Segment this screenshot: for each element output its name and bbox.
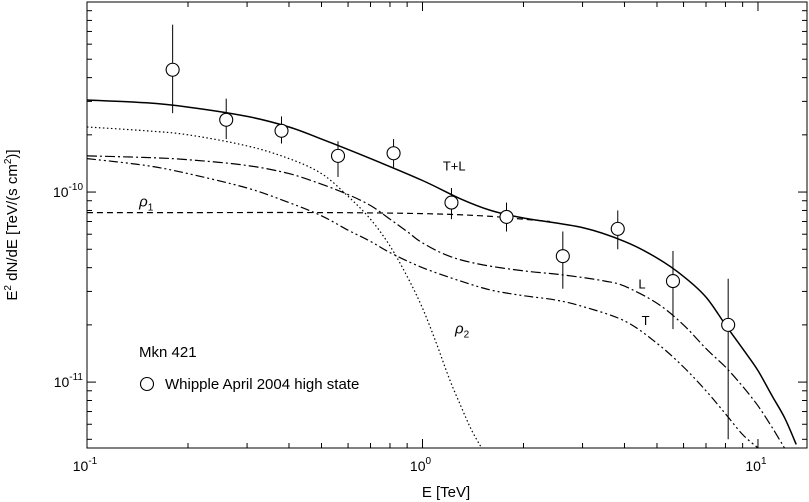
y-axis-label-end: )]: [4, 149, 21, 158]
curve-label-ρ2: ρ2: [454, 321, 470, 341]
y-axis-label: E2 dN/dE [TeV/(s cm2)]: [3, 149, 21, 300]
plot-frame: [86, 1, 808, 449]
x-tick-label: 101: [745, 456, 767, 474]
data-point: [330, 148, 346, 163]
legend-marker-open-circle: [139, 376, 155, 392]
data-point: [555, 249, 570, 264]
data-point: [165, 62, 180, 77]
curve-label-T: T: [642, 313, 650, 328]
data-point: [274, 123, 289, 138]
data-point: [610, 221, 625, 236]
x-axis-label: E [TeV]: [422, 484, 470, 501]
data-points: [165, 24, 736, 440]
curve-label-L: L: [638, 277, 645, 292]
y-axis-label-mid: dN/dE [TeV/(s cm: [4, 164, 21, 285]
y-axis-label-sup1: 2: [3, 285, 14, 291]
data-point: [665, 274, 681, 289]
data-point: [219, 112, 234, 127]
curve-rho1: [86, 211, 551, 223]
curve-rho2: [86, 126, 483, 449]
legend-entry-label: Whipple April 2004 high state: [165, 376, 359, 393]
y-tick-label: 10-10: [53, 182, 83, 200]
axis-ticks: [86, 1, 807, 448]
y-axis-label-e: E: [4, 291, 21, 301]
curve-labels: T+L ρ2 ρ1 L T: [138, 158, 650, 340]
data-point: [499, 209, 514, 224]
x-tick-label: 100: [410, 456, 432, 474]
y-tick-labels: 10-11 10-10: [53, 182, 83, 390]
y-axis-label-sup2: 2: [3, 158, 14, 164]
curve-label-T+L: T+L: [443, 158, 466, 173]
source-label: Mkn 421: [139, 344, 197, 361]
x-tick-labels: 10-1 100 101: [73, 456, 767, 474]
model-curves: [86, 99, 797, 449]
x-tick-label: 10-1: [73, 456, 98, 474]
data-point: [386, 146, 401, 161]
curve-TplusL: [86, 99, 797, 445]
curve-L: [86, 155, 786, 449]
y-tick-label: 10-11: [54, 372, 84, 390]
data-point: [721, 317, 736, 332]
curve-label-ρ1: ρ1: [138, 193, 154, 213]
data-point: [444, 195, 459, 210]
